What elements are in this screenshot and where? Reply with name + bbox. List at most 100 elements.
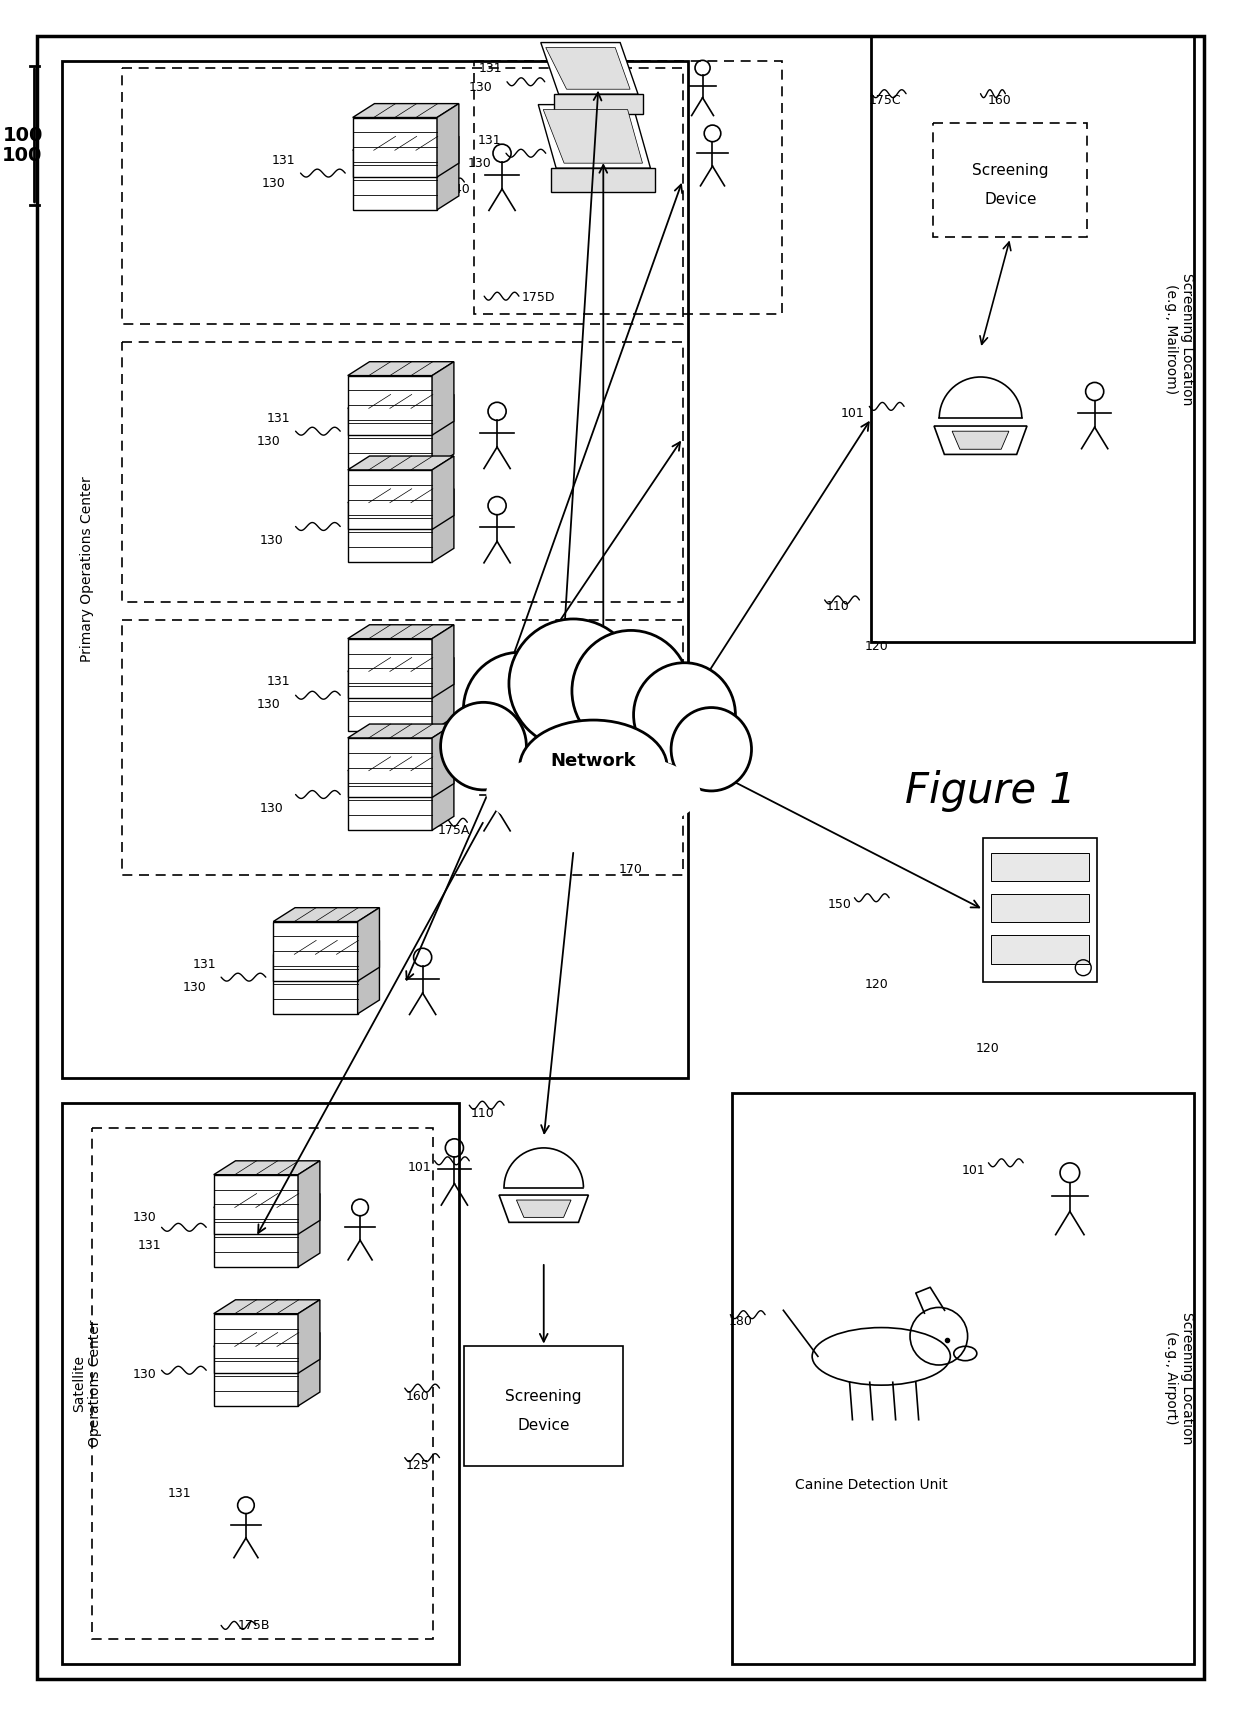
Polygon shape — [552, 168, 656, 192]
Polygon shape — [347, 394, 454, 408]
Text: Device: Device — [517, 1418, 570, 1433]
Text: Figure 1: Figure 1 — [905, 770, 1076, 812]
Polygon shape — [347, 361, 454, 375]
Bar — [474, 60, 782, 314]
Text: 140: 140 — [446, 183, 470, 197]
Polygon shape — [298, 1193, 320, 1268]
Text: 131: 131 — [192, 958, 216, 971]
Text: 130: 130 — [260, 801, 284, 815]
Bar — [122, 67, 683, 325]
Polygon shape — [436, 104, 459, 178]
Text: 131: 131 — [167, 1487, 191, 1499]
Polygon shape — [213, 1161, 320, 1174]
Polygon shape — [347, 625, 454, 639]
Ellipse shape — [572, 630, 689, 751]
Bar — [983, 838, 1097, 981]
Bar — [991, 893, 1089, 922]
Polygon shape — [273, 941, 379, 955]
Bar — [273, 922, 357, 981]
Ellipse shape — [634, 663, 735, 767]
Text: Screening: Screening — [972, 162, 1049, 178]
Text: 175C: 175C — [868, 95, 901, 107]
Polygon shape — [352, 104, 459, 117]
Bar — [62, 60, 688, 1078]
Polygon shape — [543, 109, 642, 162]
Text: 101: 101 — [962, 1164, 986, 1178]
Polygon shape — [432, 756, 454, 831]
Text: 100: 100 — [1, 145, 42, 164]
Bar — [991, 934, 1089, 964]
Bar — [122, 342, 683, 603]
Text: 160: 160 — [987, 95, 1011, 107]
Bar — [934, 123, 1087, 237]
Bar — [347, 672, 432, 731]
Text: 130: 130 — [260, 534, 284, 547]
Text: Network: Network — [551, 751, 636, 770]
Text: Screening Location
(e.g., Mailroom): Screening Location (e.g., Mailroom) — [1164, 273, 1194, 406]
Bar — [347, 737, 432, 798]
Ellipse shape — [440, 703, 526, 789]
Text: Canine Detection Unit: Canine Detection Unit — [795, 1478, 947, 1492]
Text: 125: 125 — [405, 1459, 429, 1471]
Polygon shape — [934, 427, 1027, 454]
Text: 131: 131 — [272, 154, 295, 168]
Text: 130: 130 — [133, 1368, 156, 1380]
Text: Satellite
Operations Center: Satellite Operations Center — [72, 1319, 102, 1447]
Bar — [213, 1174, 298, 1235]
Polygon shape — [498, 1195, 589, 1223]
Polygon shape — [347, 658, 454, 672]
Polygon shape — [347, 489, 454, 503]
Bar — [872, 36, 1194, 642]
Polygon shape — [432, 394, 454, 468]
Text: 175A: 175A — [438, 824, 470, 838]
Polygon shape — [298, 1333, 320, 1406]
Text: 101: 101 — [408, 1161, 432, 1174]
Bar — [347, 639, 432, 698]
Polygon shape — [273, 908, 379, 922]
Polygon shape — [546, 48, 630, 90]
Polygon shape — [298, 1300, 320, 1373]
Text: 120: 120 — [976, 1041, 999, 1055]
Text: 131: 131 — [477, 133, 501, 147]
Bar — [352, 150, 436, 209]
Polygon shape — [432, 489, 454, 563]
Text: 180: 180 — [728, 1316, 753, 1328]
Polygon shape — [432, 724, 454, 798]
Ellipse shape — [508, 618, 637, 748]
Text: 131: 131 — [138, 1238, 161, 1252]
Text: Screening Location
(e.g., Airport): Screening Location (e.g., Airport) — [1164, 1313, 1194, 1444]
Polygon shape — [357, 941, 379, 1014]
Polygon shape — [554, 95, 644, 114]
Text: 120: 120 — [864, 977, 888, 991]
Polygon shape — [347, 756, 454, 770]
Ellipse shape — [472, 668, 714, 813]
Polygon shape — [298, 1161, 320, 1235]
Bar — [213, 1314, 298, 1373]
Text: 175D: 175D — [522, 292, 556, 304]
Ellipse shape — [671, 708, 751, 791]
Polygon shape — [347, 456, 454, 470]
Polygon shape — [432, 625, 454, 698]
Text: 131: 131 — [479, 62, 502, 76]
Bar — [347, 503, 432, 563]
Text: 130: 130 — [257, 435, 280, 447]
Bar — [62, 1104, 459, 1665]
Polygon shape — [541, 43, 639, 95]
Ellipse shape — [520, 720, 667, 813]
Polygon shape — [213, 1193, 320, 1207]
Bar — [347, 375, 432, 435]
Polygon shape — [432, 456, 454, 530]
Polygon shape — [952, 432, 1009, 449]
Polygon shape — [357, 908, 379, 981]
Text: 130: 130 — [182, 981, 206, 993]
Bar — [273, 955, 357, 1014]
Text: 170: 170 — [619, 864, 644, 876]
Text: 110: 110 — [826, 601, 849, 613]
Text: Screening: Screening — [506, 1389, 582, 1404]
Polygon shape — [432, 361, 454, 435]
Text: Device: Device — [985, 192, 1037, 207]
Polygon shape — [538, 105, 651, 168]
Polygon shape — [213, 1300, 320, 1314]
Bar — [991, 853, 1089, 881]
Text: 130: 130 — [469, 81, 492, 95]
